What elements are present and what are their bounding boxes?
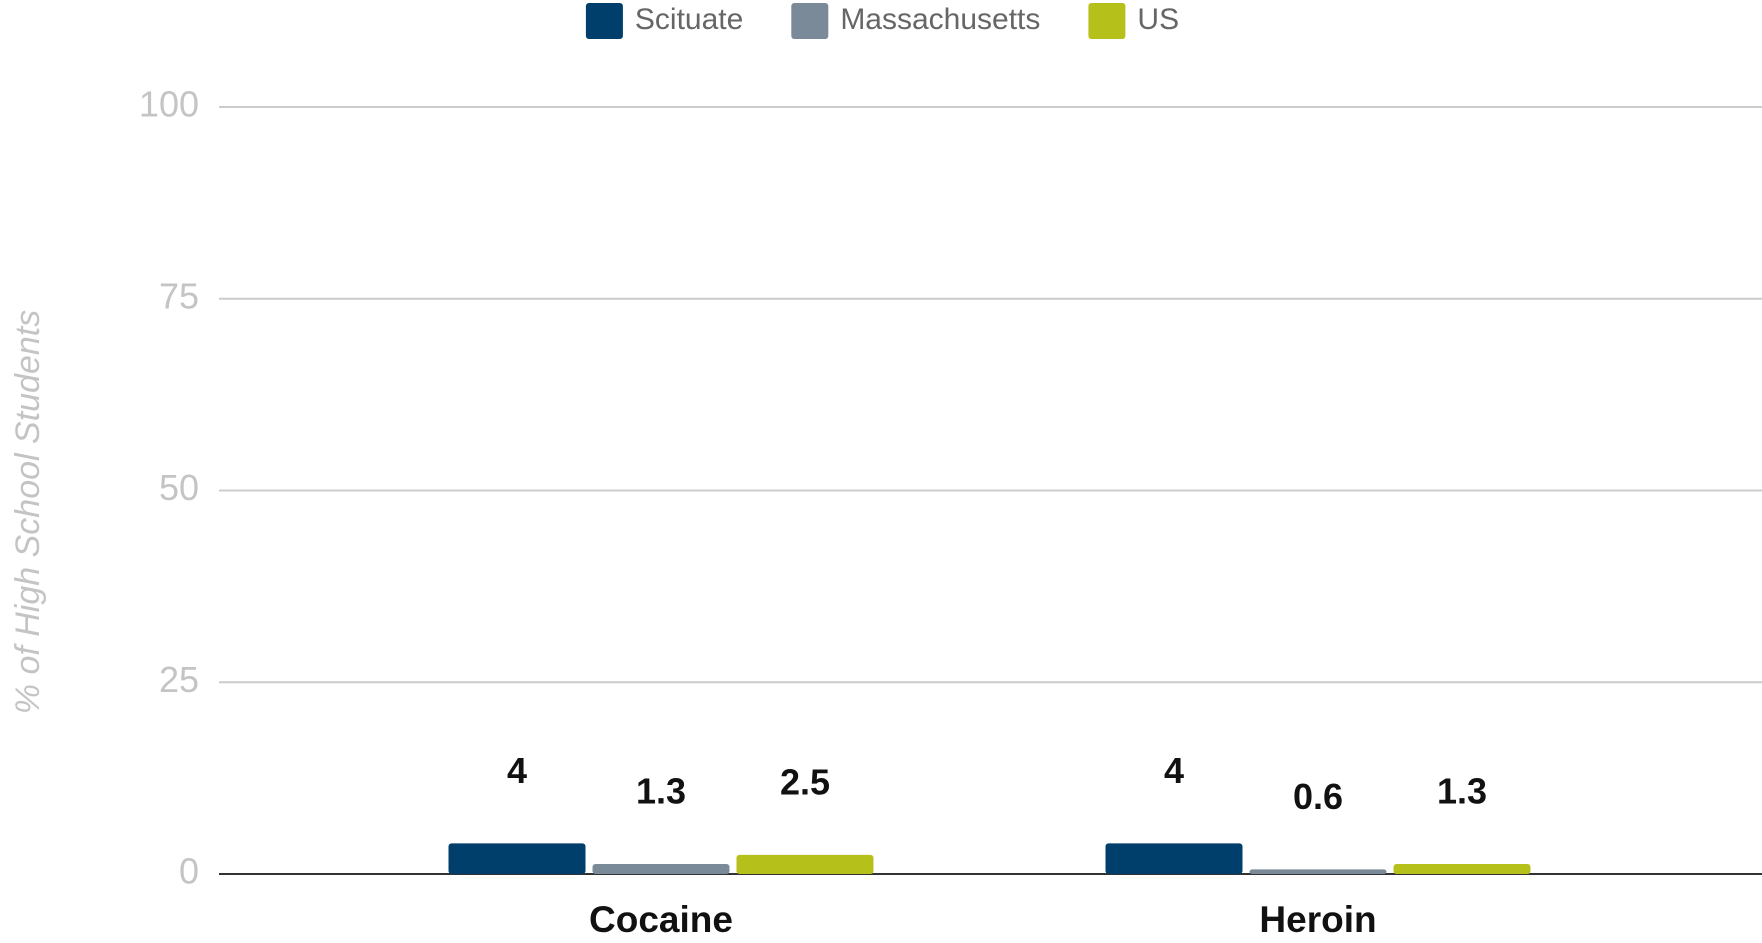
y-tick-label: 50	[159, 467, 199, 508]
data-label: 4	[1164, 750, 1184, 791]
bar	[1105, 843, 1243, 874]
y-tick-label: 25	[159, 659, 199, 700]
data-label: 4	[507, 750, 527, 791]
y-axis-label: % of High School Students	[9, 310, 47, 714]
legend-swatch	[585, 3, 623, 39]
bar	[1249, 869, 1387, 874]
bar	[736, 854, 874, 874]
data-label: 0.6	[1293, 776, 1343, 817]
legend-label: Scituate	[635, 3, 743, 36]
y-tick-label: 75	[159, 275, 199, 316]
data-label: 1.3	[636, 771, 686, 812]
bar	[448, 843, 586, 874]
x-tick-label: Cocaine	[589, 899, 733, 940]
bar	[1393, 864, 1531, 874]
data-label: 1.3	[1437, 771, 1487, 812]
y-tick-label: 100	[139, 84, 199, 125]
bar	[592, 864, 730, 874]
legend-swatch	[1088, 3, 1126, 39]
y-tick-label: 0	[179, 851, 199, 892]
legend-label: US	[1137, 3, 1179, 36]
legend-label: Massachusetts	[840, 3, 1040, 36]
x-tick-label: Heroin	[1259, 899, 1376, 940]
legend-swatch	[791, 3, 829, 39]
data-label: 2.5	[780, 761, 830, 802]
